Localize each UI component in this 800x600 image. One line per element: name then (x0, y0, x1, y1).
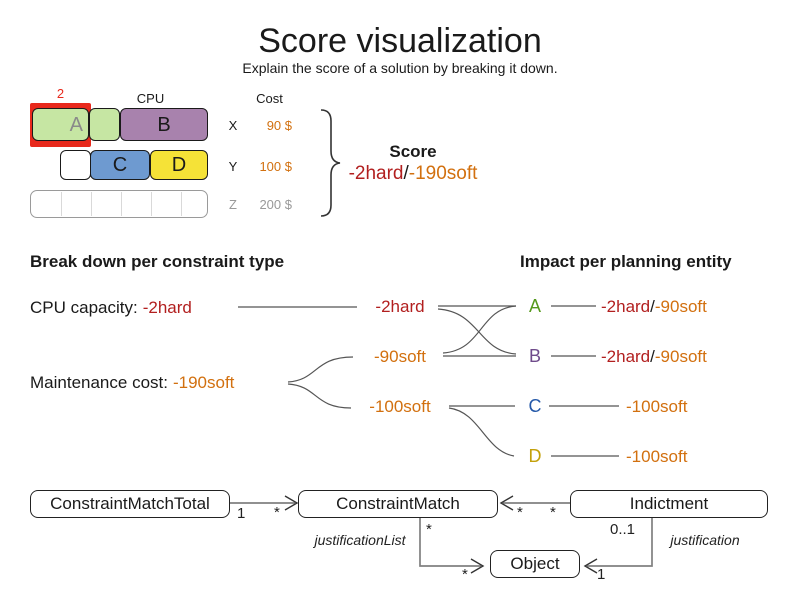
multiplicity-zero-one: 0..1 (610, 521, 636, 538)
entity-a-label: A (528, 296, 541, 316)
multiplicity-star: * (462, 566, 468, 583)
class-name: Object (510, 554, 560, 573)
machine-z-cost: 200 $ (259, 197, 292, 212)
entity-b-impact-value: -2hard/-90soft (601, 347, 707, 367)
machine-x-cost: 90 $ (266, 118, 292, 133)
entity-d-impact-value: -100soft (626, 447, 687, 467)
capacity-divider (151, 192, 152, 216)
process-block-a-label: A (69, 113, 83, 136)
cm-to-object-line (419, 518, 481, 567)
constraint-value: -2hard (142, 298, 192, 317)
impact-soft-part: -100soft (626, 447, 688, 466)
cost-column-header: Cost (256, 91, 283, 106)
breakdown-header: Break down per constraint type (30, 252, 285, 271)
ind-to-cm-arrowhead (499, 495, 514, 511)
impact-hard-part: -2hard (601, 297, 651, 316)
impact-soft-part: -100soft (626, 397, 688, 416)
class-box-object: Object (490, 550, 580, 578)
process-block-d: D (150, 150, 208, 180)
multiplicity-one: 1 (597, 566, 606, 583)
multiplicity-star: * (426, 521, 432, 538)
process-block-b: B (120, 108, 208, 141)
process-block-empty (60, 150, 91, 180)
score-separator: / (403, 163, 409, 184)
entity-c-label: C (528, 396, 542, 416)
score-value: -2hard/-190soft (343, 163, 483, 185)
role-justification: justification (670, 532, 740, 548)
overload-count-label: 2 (56, 86, 65, 101)
machine-y-label: Y (228, 159, 238, 174)
role-justification-list: justificationList (314, 532, 406, 548)
class-name: Indictment (629, 494, 709, 513)
process-block-d-label: D (171, 154, 187, 176)
score-brace (320, 109, 341, 217)
capacity-divider (181, 192, 182, 216)
class-name: ConstraintMatch (336, 494, 460, 513)
match-value-2hard: -2hard (375, 297, 425, 316)
impact-soft-part: -90soft (654, 347, 707, 366)
entity-b-label: B (528, 346, 541, 366)
constraint-name: CPU capacity: (30, 298, 138, 317)
process-block-a: A (32, 108, 89, 141)
soft100-to-d-curve (448, 407, 515, 457)
multiplicity-one: 1 (237, 505, 246, 522)
page-subtitle: Explain the score of a solution by break… (242, 60, 558, 76)
impact-header: Impact per planning entity (520, 252, 732, 271)
machine-z-capacity-box (30, 190, 208, 218)
class-box-indictment: Indictment (570, 490, 768, 518)
score-soft-part: -190soft (408, 163, 478, 184)
capacity-divider (121, 192, 122, 216)
multiplicity-star: * (274, 504, 280, 521)
entity-c-impact-value: -100soft (626, 397, 687, 417)
ind-to-object-line (587, 518, 653, 567)
match-value-100soft: -100soft (369, 397, 431, 416)
score-label: Score (389, 142, 437, 161)
impact-separator: / (650, 347, 655, 366)
multiplicity-star: * (550, 504, 556, 521)
class-box-constraintmatch: ConstraintMatch (298, 490, 498, 518)
entity-a-impact-value: -2hard/-90soft (601, 297, 707, 317)
class-box-constraintmatchtotal: ConstraintMatchTotal (30, 490, 230, 518)
score-hard-part: -2hard (348, 163, 404, 184)
multiplicity-star: * (517, 504, 523, 521)
maintenance-split-up (287, 356, 354, 383)
impact-soft-part: -90soft (654, 297, 707, 316)
process-block-c: C (90, 150, 150, 180)
entity-d-label: D (528, 446, 542, 466)
page-title: Score visualization (258, 22, 542, 60)
cm-to-object-arrowhead (470, 558, 485, 574)
machine-x-label: X (228, 118, 238, 133)
soft90-to-a-curve (442, 305, 517, 354)
process-block-b-label: B (157, 113, 171, 136)
machine-y-cost: 100 $ (259, 159, 292, 174)
constraint-value: -190soft (172, 373, 235, 392)
impact-separator: / (650, 297, 655, 316)
machine-z-label: Z (229, 197, 237, 212)
cpu-column-header: CPU (136, 91, 165, 106)
capacity-divider (61, 192, 62, 216)
cmt-to-cm-arrowhead (284, 495, 299, 511)
constraint-row-cpu: CPU capacity: -2hard (30, 298, 192, 318)
ind-to-object-arrowhead (583, 558, 598, 574)
process-block-small (89, 108, 120, 141)
process-block-c-label: C (112, 154, 128, 176)
class-name: ConstraintMatchTotal (50, 494, 210, 513)
match-value-90soft: -90soft (374, 347, 426, 366)
constraint-name: Maintenance cost: (30, 373, 168, 392)
impact-hard-part: -2hard (601, 347, 651, 366)
maintenance-split-down (287, 383, 352, 409)
capacity-divider (91, 192, 92, 216)
constraint-row-maintenance: Maintenance cost: -190soft (30, 373, 234, 393)
